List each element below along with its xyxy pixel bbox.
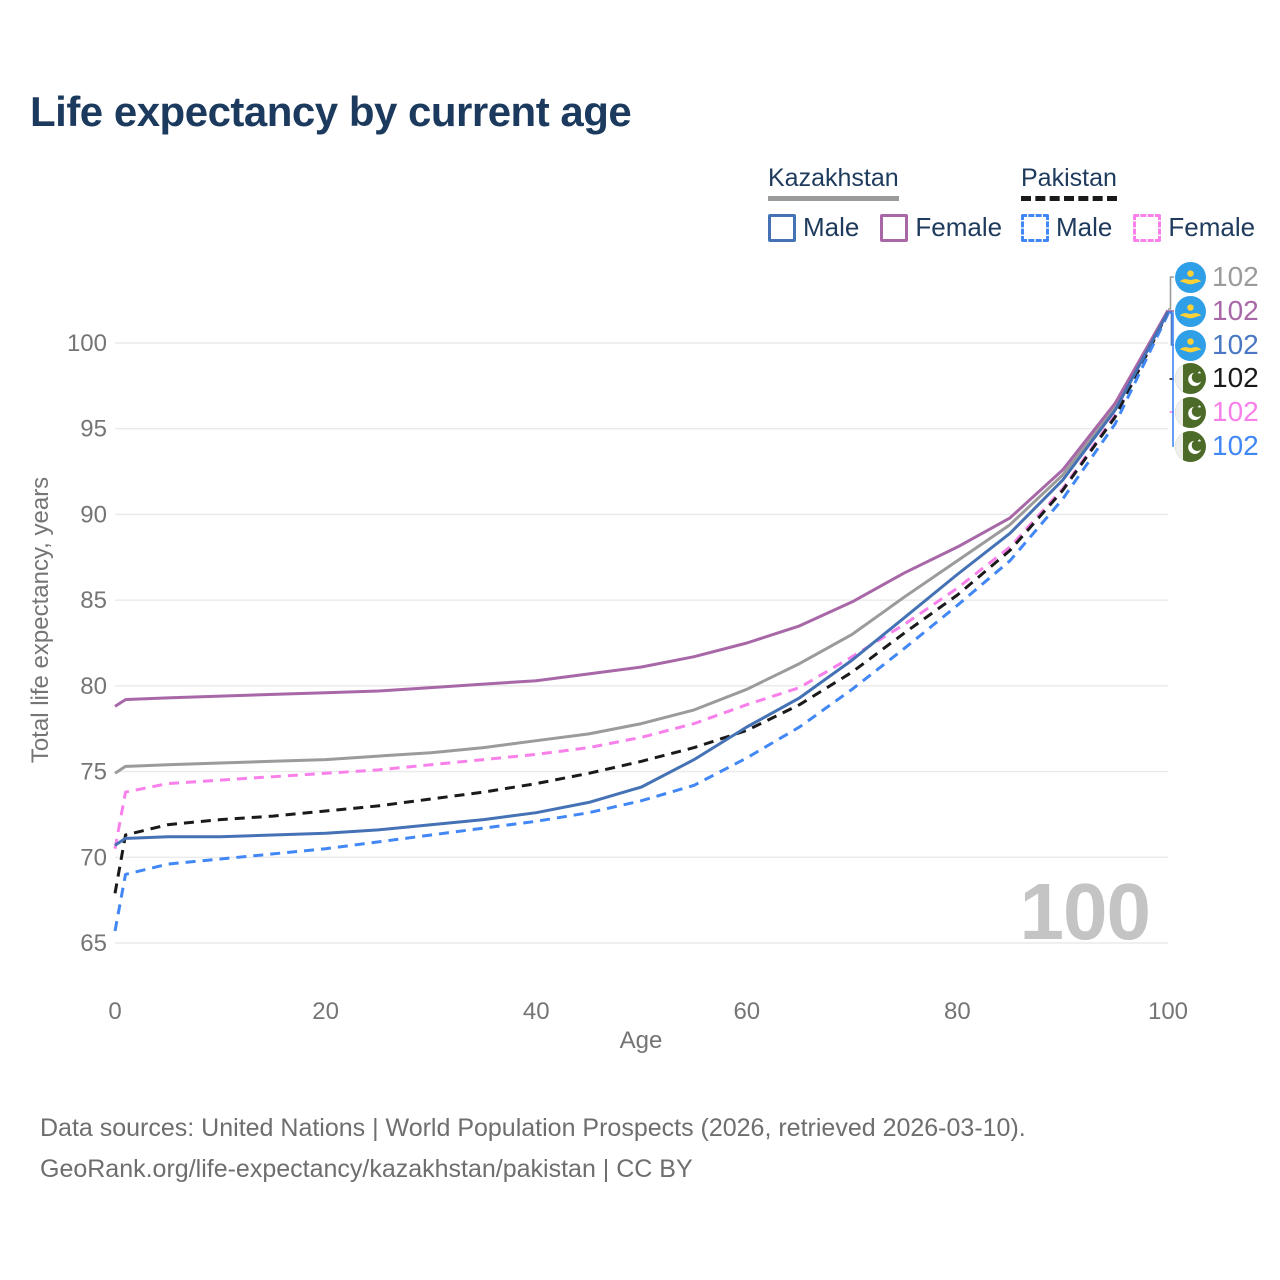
series-end-value: 102: [1212, 329, 1259, 360]
end-label-connectors: [1168, 276, 1174, 447]
pakistan-flag-icon: [1175, 362, 1206, 394]
legend-country-pakistan[interactable]: Pakistan: [1021, 164, 1117, 192]
page-title: Life expectancy by current age: [30, 88, 632, 135]
series-end-value: 102: [1212, 362, 1259, 393]
y-axis-title: Total life expectancy, years: [27, 477, 54, 763]
end-label-kazakhstan-female: 102: [1175, 295, 1259, 327]
kazakhstan-male-swatch[interactable]: [768, 213, 796, 242]
legend-group-pakistan: Pakistan Male Female: [1021, 163, 1255, 243]
footer: Data sources: United Nations | World Pop…: [40, 1108, 1026, 1189]
legend-group-kazakhstan: Kazakhstan Male Female: [768, 163, 1002, 243]
y-tick-label: 65: [80, 930, 107, 957]
pakistan-flag-icon: [1175, 396, 1206, 428]
x-tick-label: 0: [108, 998, 121, 1025]
kazakhstan-line-swatch: [768, 196, 899, 201]
end-label-pakistan-all: 102: [1175, 362, 1259, 394]
gridlines: [115, 342, 1168, 944]
series-line-pk_female[interactable]: [113, 311, 1170, 849]
legend-label-pakistan-female[interactable]: Female: [1168, 212, 1256, 242]
series-lines: [113, 309, 1170, 932]
series-line-pk_all[interactable]: [113, 311, 1170, 894]
y-tick-label: 75: [80, 759, 107, 786]
kazakhstan-female-swatch[interactable]: [880, 213, 909, 242]
end-label-kazakhstan-male: 102: [1175, 329, 1259, 361]
y-tick-label: 100: [67, 330, 107, 357]
end-label-pakistan-female: 102: [1175, 396, 1259, 428]
x-tick-label: 100: [1148, 998, 1188, 1025]
y-tick-label: 80: [80, 673, 107, 700]
series-end-value: 102: [1212, 396, 1259, 427]
footer-attribution-link[interactable]: GeoRank.org/life-expectancy/kazakhstan/p…: [40, 1154, 693, 1183]
y-tick-label: 85: [80, 587, 107, 614]
pakistan-male-swatch[interactable]: [1021, 213, 1049, 242]
end-label-connector: [1168, 312, 1174, 447]
series-line-kz_female[interactable]: [114, 309, 1170, 708]
pakistan-female-swatch[interactable]: [1133, 213, 1162, 242]
series-end-value: 102: [1212, 261, 1259, 292]
axis-ticks: 65 70 75 80 85 90 95 100 0 20 40 60 80 100: [67, 330, 1188, 1025]
y-tick-label: 95: [80, 416, 107, 443]
series-end-value: 102: [1212, 295, 1259, 326]
kazakhstan-flag-icon: [1175, 261, 1206, 293]
legend-label-pakistan-male[interactable]: Male: [1056, 212, 1113, 242]
pakistan-flag-icon: [1175, 430, 1206, 462]
x-tick-label: 20: [312, 998, 339, 1025]
series-line-pk_male[interactable]: [113, 313, 1170, 932]
kazakhstan-flag-icon: [1175, 329, 1206, 361]
current-age-indicator: 100: [1019, 867, 1151, 956]
x-axis-title: Age: [620, 1027, 663, 1054]
y-tick-label: 90: [80, 501, 107, 528]
end-label-kazakhstan-all: 102: [1175, 261, 1259, 293]
kazakhstan-flag-icon: [1175, 295, 1206, 327]
footer-data-sources: Data sources: United Nations | World Pop…: [40, 1114, 1026, 1142]
x-tick-label: 40: [523, 998, 550, 1025]
y-tick-label: 70: [80, 844, 107, 871]
series-end-value: 102: [1212, 430, 1259, 461]
legend-label-kazakhstan-male[interactable]: Male: [803, 212, 860, 242]
end-label-pakistan-male: 102: [1175, 430, 1259, 462]
end-label-connector: [1168, 276, 1174, 310]
pakistan-line-swatch: [1021, 196, 1117, 201]
series-line-kz_male[interactable]: [114, 311, 1170, 847]
legend-country-kazakhstan[interactable]: Kazakhstan: [768, 164, 899, 192]
x-tick-label: 60: [733, 998, 760, 1025]
series-line-kz_all[interactable]: [114, 309, 1170, 775]
legend-label-kazakhstan-female[interactable]: Female: [915, 212, 1003, 242]
x-tick-label: 80: [944, 998, 971, 1025]
